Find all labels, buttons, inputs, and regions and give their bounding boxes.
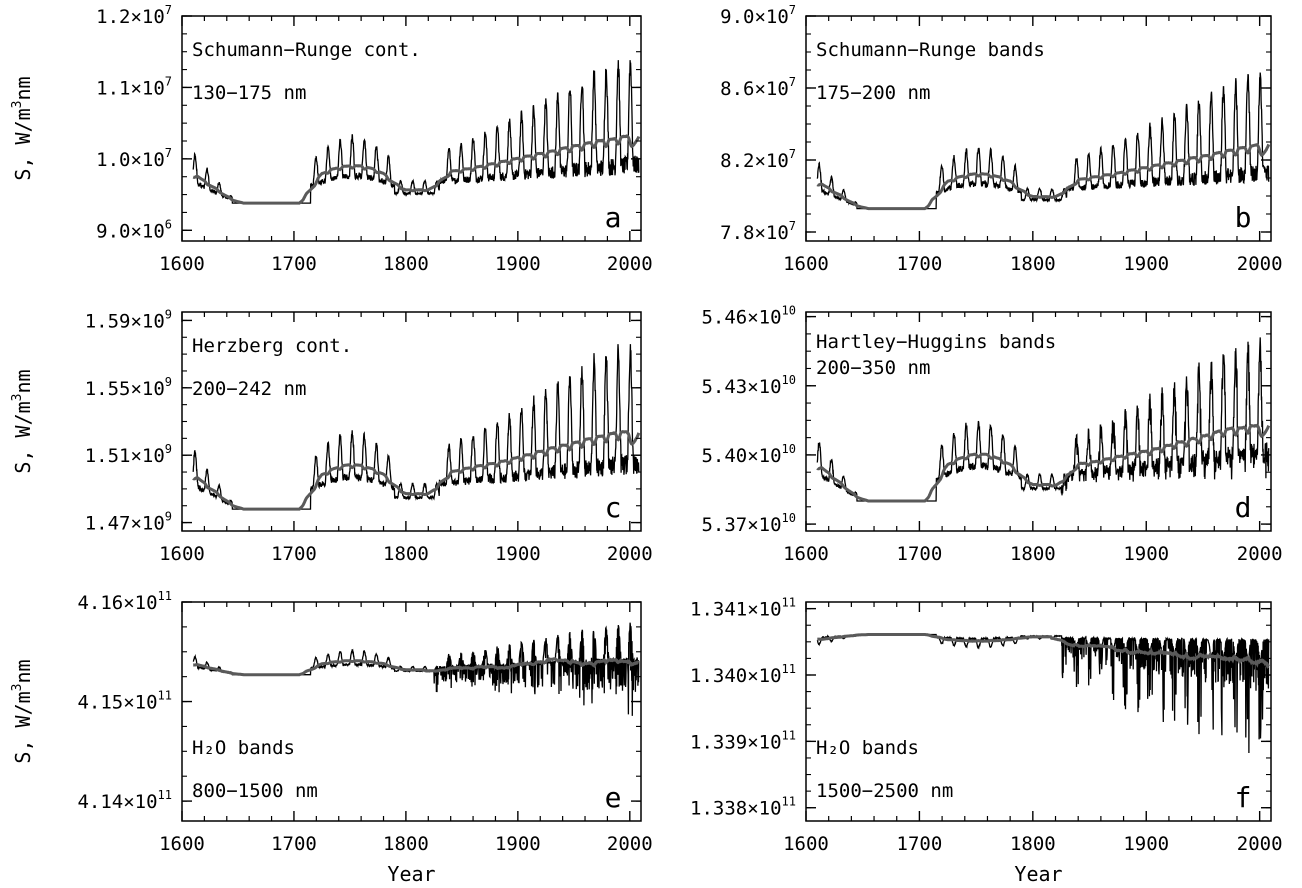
y-tick-label: 1.341×1011 <box>690 596 796 621</box>
x-tick-label: 1800 <box>383 253 429 275</box>
y-axis-title: S, W/m3nm <box>10 76 35 180</box>
x-tick-label: 1600 <box>159 833 205 855</box>
x-tick-label: 1700 <box>271 253 317 275</box>
x-tick-label: 2000 <box>607 833 653 855</box>
x-tick-label: 1700 <box>897 543 943 565</box>
x-tick-label: 2000 <box>1237 253 1283 275</box>
panel-b: 1600 1700 1800 1900 2000 7.8×107 8.2×107 8.6×10… <box>720 3 1282 275</box>
y-tick-label: 7.8×107 <box>720 219 796 244</box>
panel-f-label-line-1: H₂O bands <box>816 737 919 759</box>
panel-f-label-line-2: 1500−2500 nm <box>816 780 953 802</box>
series-smoothed-a <box>192 134 641 205</box>
x-tick-label: 2000 <box>1237 543 1283 565</box>
plot-frame-e <box>181 601 642 822</box>
x-tick-label: 1800 <box>1010 543 1056 565</box>
panel-c-label-line-1: Herzberg cont. <box>192 335 352 357</box>
y-tick-label: 8.2×107 <box>720 147 796 172</box>
x-tick-label: 1900 <box>495 543 541 565</box>
y-axis-title: S, W/m3nm <box>10 369 35 473</box>
x-tick-label: 2000 <box>1237 833 1283 855</box>
panel-b-label-line-2: 175−200 nm <box>816 82 930 104</box>
y-tick-label: 1.0×107 <box>96 146 172 171</box>
series-smoothed-e <box>193 657 640 677</box>
panel-e: 1600 1700 1800 1900 2000 4.14×1011 4.15×1011 4.… <box>10 589 653 886</box>
x-tick-label: 1900 <box>495 253 541 275</box>
x-tick-label: 1800 <box>383 543 429 565</box>
series-smoothed-f <box>817 633 1270 669</box>
panel-letter-f: f <box>1235 781 1252 814</box>
x-tick-label: 1700 <box>271 833 317 855</box>
panel-b-label-line-1: Schumann−Runge bands <box>816 39 1045 61</box>
y-tick-label: 9.0×107 <box>720 3 796 28</box>
plot-frame-b <box>805 15 1272 242</box>
y-tick-label: 1.51×109 <box>85 442 172 467</box>
panel-letter-a: a <box>605 201 622 234</box>
panel-f: 1600 1700 1800 1900 2000 1.338×1011 1.339×1011… <box>690 596 1283 886</box>
x-tick-label: 1900 <box>1123 543 1169 565</box>
x-tick-label: 1600 <box>783 543 829 565</box>
y-tick-label: 1.59×109 <box>85 307 172 332</box>
panel-letter-d: d <box>1235 491 1252 524</box>
panel-a-label-line-2: 130−175 nm <box>192 82 306 104</box>
x-tick-label: 1600 <box>159 253 205 275</box>
y-tick-label: 1.55×109 <box>85 375 172 400</box>
series-smoothed-d <box>816 423 1271 503</box>
y-tick-label: 4.15×1011 <box>77 689 172 714</box>
panel-d: 1600 1700 1800 1900 2000 5.37×1010 5.40×1010 5.… <box>701 304 1282 565</box>
x-tick-label: 1800 <box>1010 253 1056 275</box>
y-axis-title: S, W/m3nm <box>10 659 35 763</box>
x-tick-label: 1900 <box>1123 833 1169 855</box>
y-tick-label: 1.2×107 <box>96 3 172 28</box>
plot-frame-d <box>805 311 1272 532</box>
x-tick-label: 1900 <box>1123 253 1169 275</box>
x-tick-label: 1800 <box>1010 833 1056 855</box>
panel-d-label-line-1: Hartley−Huggins bands <box>816 331 1056 353</box>
plot-frame-f <box>805 601 1272 822</box>
x-tick-label: 1900 <box>495 833 541 855</box>
y-tick-label: 1.340×1011 <box>690 662 796 687</box>
panels-group: 1600 1700 1800 1900 2000 9.0×106 1.0×107 1.1×10… <box>10 3 1283 886</box>
x-tick-label: 1700 <box>897 253 943 275</box>
x-tick-label: 1600 <box>783 253 829 275</box>
y-tick-label: 5.43×1010 <box>701 373 796 398</box>
y-tick-label: 5.37×1010 <box>701 511 796 536</box>
plot-frame-a <box>181 15 642 242</box>
panel-a-label-line-1: Schumann−Runge cont. <box>192 39 421 61</box>
x-tick-label: 1700 <box>271 543 317 565</box>
panel-a: 1600 1700 1800 1900 2000 9.0×106 1.0×107 1.1×10… <box>10 3 653 275</box>
series-smoothed-c <box>192 430 641 511</box>
x-tick-label: 1700 <box>897 833 943 855</box>
x-tick-label: 2000 <box>607 253 653 275</box>
x-axis-title: Year <box>387 862 435 886</box>
panel-c: 1600 1700 1800 1900 2000 1.47×109 1.51×109 1.55… <box>10 307 653 565</box>
x-tick-label: 1600 <box>159 543 205 565</box>
y-tick-label: 5.46×1010 <box>701 304 796 329</box>
panel-e-label-line-2: 800−1500 nm <box>192 780 318 802</box>
y-tick-label: 4.14×1011 <box>77 788 172 813</box>
y-tick-label: 1.339×1011 <box>690 728 796 753</box>
x-axis-title: Year <box>1014 862 1062 886</box>
x-tick-label: 1600 <box>783 833 829 855</box>
y-tick-label: 1.47×109 <box>85 510 172 535</box>
y-tick-label: 8.6×107 <box>720 75 796 100</box>
panel-e-label-line-1: H₂O bands <box>192 737 295 759</box>
y-tick-label: 1.1×107 <box>96 74 172 99</box>
panel-letter-e: e <box>605 781 622 814</box>
x-tick-label: 2000 <box>607 543 653 565</box>
y-tick-label: 5.40×1010 <box>701 442 796 467</box>
series-raw-c <box>192 344 640 510</box>
series-raw-f <box>816 633 1270 754</box>
series-smoothed-b <box>816 143 1271 211</box>
panel-d-label-line-2: 200−350 nm <box>816 357 930 379</box>
panel-c-label-line-2: 200−242 nm <box>192 378 306 400</box>
x-tick-label: 1800 <box>383 833 429 855</box>
y-tick-label: 1.338×1011 <box>690 795 796 820</box>
panel-letter-c: c <box>605 491 622 524</box>
y-tick-label: 9.0×106 <box>96 217 172 242</box>
y-tick-label: 4.16×1011 <box>77 589 172 614</box>
panel-letter-b: b <box>1235 201 1252 234</box>
